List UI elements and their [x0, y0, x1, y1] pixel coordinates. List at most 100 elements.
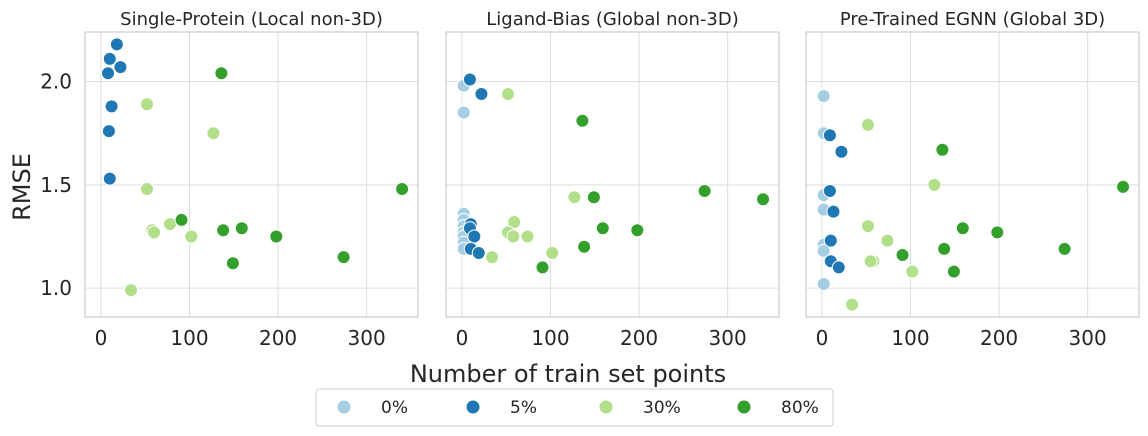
data-point: [336, 250, 351, 265]
y-tick-label: 1.5: [40, 173, 72, 197]
data-point: [234, 221, 249, 236]
data-point: [955, 221, 970, 236]
data-point: [113, 60, 128, 75]
data-point: [507, 215, 522, 229]
legend-marker: [465, 399, 481, 415]
data-point: [535, 260, 550, 275]
y-axis-label: RMSE: [8, 153, 36, 221]
data-point: [206, 126, 221, 141]
data-point: [927, 177, 942, 192]
data-point: [174, 212, 189, 227]
data-point: [506, 229, 521, 244]
data-point: [184, 229, 199, 244]
legend-label: 80%: [781, 398, 819, 418]
data-point: [1116, 179, 1131, 194]
legend-frame: [315, 388, 834, 427]
data-point: [756, 192, 771, 207]
panel-title: Ligand-Bias (Global non-3D): [486, 9, 738, 30]
panel-title: Single-Protein (Local non-3D): [120, 9, 383, 30]
data-point: [816, 243, 831, 258]
data-point: [109, 37, 124, 52]
x-tick-label: 0: [456, 326, 469, 350]
data-point: [937, 241, 952, 256]
data-point: [567, 190, 582, 205]
plot-frame: [805, 31, 1140, 318]
data-point: [456, 105, 471, 120]
x-tick-label: 200: [980, 326, 1018, 350]
data-point: [500, 86, 515, 101]
data-point: [905, 264, 920, 279]
data-point: [124, 283, 139, 298]
data-point: [139, 97, 154, 112]
data-point: [216, 223, 231, 238]
panel-2: Ligand-Bias (Global non-3D) 0 100 200 300: [445, 9, 780, 350]
data-point: [895, 248, 910, 263]
x-tick-label: 300: [1069, 326, 1107, 350]
data-point: [822, 184, 837, 199]
legend-marker: [336, 399, 352, 415]
legend-label: 0%: [381, 398, 408, 418]
data-point: [845, 297, 860, 312]
x-tick-label: 100: [891, 326, 929, 350]
data-point: [586, 190, 601, 205]
data-point: [816, 89, 831, 104]
data-point: [831, 260, 846, 275]
panels: Single-Protein (Local non-3D) 0 100 200 300 1…: [40, 9, 1140, 350]
data-point: [102, 171, 117, 186]
data-point: [139, 181, 154, 196]
data-point: [101, 66, 116, 81]
legend-label: 30%: [643, 398, 681, 418]
data-point: [697, 184, 712, 199]
legend-marker: [736, 399, 752, 415]
data-point: [990, 225, 1005, 240]
legend: 0% 5% 30% 80%: [315, 388, 834, 427]
data-point: [147, 225, 162, 240]
data-point: [826, 204, 841, 219]
x-tick-label: 100: [531, 326, 569, 350]
data-point: [946, 264, 961, 279]
data-point: [577, 239, 592, 254]
data-point: [474, 86, 489, 101]
data-point: [467, 229, 482, 244]
data-point: [630, 223, 645, 238]
data-point: [545, 245, 560, 260]
data-point: [485, 250, 500, 265]
data-point: [471, 245, 486, 260]
x-tick-label: 200: [620, 326, 658, 350]
data-point: [104, 99, 119, 114]
x-axis-label: Number of train set points: [410, 360, 726, 388]
data-point: [816, 276, 831, 291]
legend-label: 5%: [510, 398, 537, 418]
data-point: [860, 219, 875, 234]
data-point: [860, 117, 875, 132]
data-point: [225, 256, 240, 271]
data-point: [462, 72, 477, 87]
data-point: [1057, 241, 1072, 256]
legend-marker: [598, 399, 614, 415]
panel-1: Single-Protein (Local non-3D) 0 100 200 300 1…: [40, 9, 419, 350]
plot-frame: [445, 31, 780, 318]
data-point: [863, 254, 878, 269]
data-point: [269, 229, 284, 244]
data-point: [823, 233, 838, 248]
data-point: [834, 144, 849, 159]
panel-title: Pre-Trained EGNN (Global 3D): [840, 9, 1105, 30]
x-tick-label: 200: [259, 326, 297, 350]
data-point: [214, 66, 229, 81]
y-tick-label: 2.0: [40, 70, 72, 94]
x-tick-label: 300: [348, 326, 386, 350]
data-point: [520, 229, 535, 244]
plot-frame: [84, 31, 419, 318]
data-point: [101, 124, 116, 139]
data-point: [822, 128, 837, 143]
data-point: [395, 181, 410, 196]
data-point: [595, 221, 610, 236]
x-tick-label: 0: [816, 326, 829, 350]
panel-3: Pre-Trained EGNN (Global 3D) 0 100 200 300: [805, 9, 1140, 350]
data-point: [935, 142, 950, 157]
x-tick-label: 100: [170, 326, 208, 350]
x-tick-label: 0: [95, 326, 108, 350]
data-point: [102, 51, 117, 66]
data-point: [880, 233, 895, 248]
